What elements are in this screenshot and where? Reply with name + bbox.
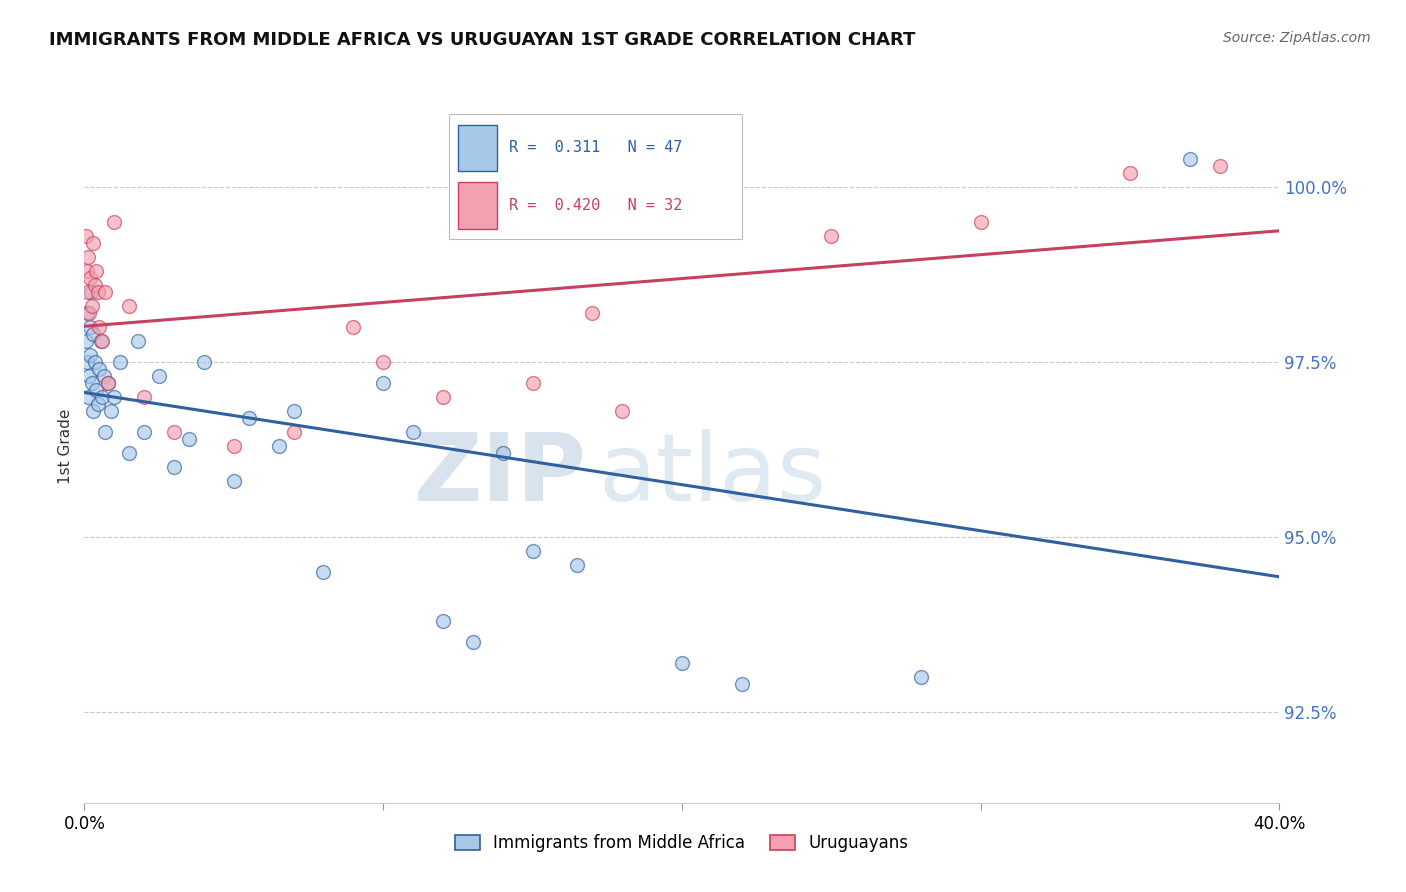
Point <box>80 299 103 313</box>
Point <box>522 376 544 390</box>
Point <box>193 355 215 369</box>
Point <box>820 229 842 244</box>
Text: IMMIGRANTS FROM MIDDLE AFRICA VS URUGUAYAN 1ST GRADE CORRELATION CHART: IMMIGRANTS FROM MIDDLE AFRICA VS URUGUAY… <box>49 31 915 49</box>
Point <box>77 250 100 264</box>
Text: R =  0.420   N = 32: R = 0.420 N = 32 <box>509 198 682 213</box>
Point <box>77 369 100 384</box>
Point <box>222 474 245 488</box>
Point <box>238 411 260 425</box>
Point <box>132 425 156 439</box>
Text: Source: ZipAtlas.com: Source: ZipAtlas.com <box>1223 31 1371 45</box>
Text: R =  0.311   N = 47: R = 0.311 N = 47 <box>509 140 682 155</box>
Point <box>89 362 111 376</box>
Point <box>118 446 141 460</box>
Y-axis label: 1st Grade: 1st Grade <box>58 409 73 483</box>
Point <box>103 215 125 229</box>
Point <box>267 439 290 453</box>
Point <box>148 369 170 384</box>
Point <box>432 390 454 404</box>
Point <box>612 173 634 187</box>
Point <box>1119 166 1142 180</box>
Point <box>163 460 186 475</box>
Point <box>163 425 186 439</box>
Point <box>75 334 97 348</box>
Point <box>731 677 754 691</box>
Point <box>342 320 364 334</box>
Point <box>1209 159 1232 173</box>
Point <box>90 334 112 348</box>
Point <box>76 264 98 278</box>
Point <box>82 236 104 251</box>
Point <box>87 285 110 299</box>
Point <box>283 404 305 418</box>
Point <box>79 348 101 362</box>
Point <box>87 397 110 411</box>
Point <box>79 320 101 334</box>
Bar <box>458 125 496 171</box>
Point <box>94 285 117 299</box>
Point <box>312 565 335 579</box>
Point <box>91 334 114 348</box>
Point <box>77 306 100 320</box>
Point <box>97 376 120 390</box>
Point <box>612 404 634 418</box>
Point <box>118 299 141 313</box>
Point <box>93 369 115 384</box>
Point <box>492 446 515 460</box>
Text: ZIP: ZIP <box>413 428 586 521</box>
Point <box>80 285 103 299</box>
Point <box>581 306 603 320</box>
Point <box>373 355 395 369</box>
Text: atlas: atlas <box>599 428 827 521</box>
Point <box>402 425 425 439</box>
Point <box>132 390 156 404</box>
Point <box>461 635 484 649</box>
Point <box>432 614 454 628</box>
Point <box>83 355 105 369</box>
Point <box>127 334 149 348</box>
Point <box>77 390 100 404</box>
Point <box>373 376 395 390</box>
Point <box>94 425 117 439</box>
Point <box>110 355 132 369</box>
Point <box>76 306 98 320</box>
Point <box>79 271 101 285</box>
FancyBboxPatch shape <box>449 114 742 239</box>
Point <box>671 656 693 670</box>
Bar <box>458 182 496 228</box>
Point <box>567 558 589 572</box>
Point <box>83 278 105 293</box>
Point <box>100 404 122 418</box>
Point <box>222 439 245 453</box>
Point <box>177 432 200 446</box>
Point <box>86 264 108 278</box>
Point <box>910 670 932 684</box>
Point <box>76 355 98 369</box>
Point <box>82 404 104 418</box>
Point <box>1178 152 1201 166</box>
Point <box>283 425 305 439</box>
Point <box>671 215 693 229</box>
Point <box>97 376 120 390</box>
Point <box>86 383 108 397</box>
Legend: Immigrants from Middle Africa, Uruguayans: Immigrants from Middle Africa, Uruguayan… <box>449 828 915 859</box>
Point <box>89 320 111 334</box>
Point <box>82 327 104 342</box>
Point <box>75 229 97 244</box>
Point <box>970 215 993 229</box>
Point <box>76 285 98 299</box>
Point <box>91 390 114 404</box>
Point <box>522 544 544 558</box>
Point <box>80 376 103 390</box>
Point <box>103 390 125 404</box>
